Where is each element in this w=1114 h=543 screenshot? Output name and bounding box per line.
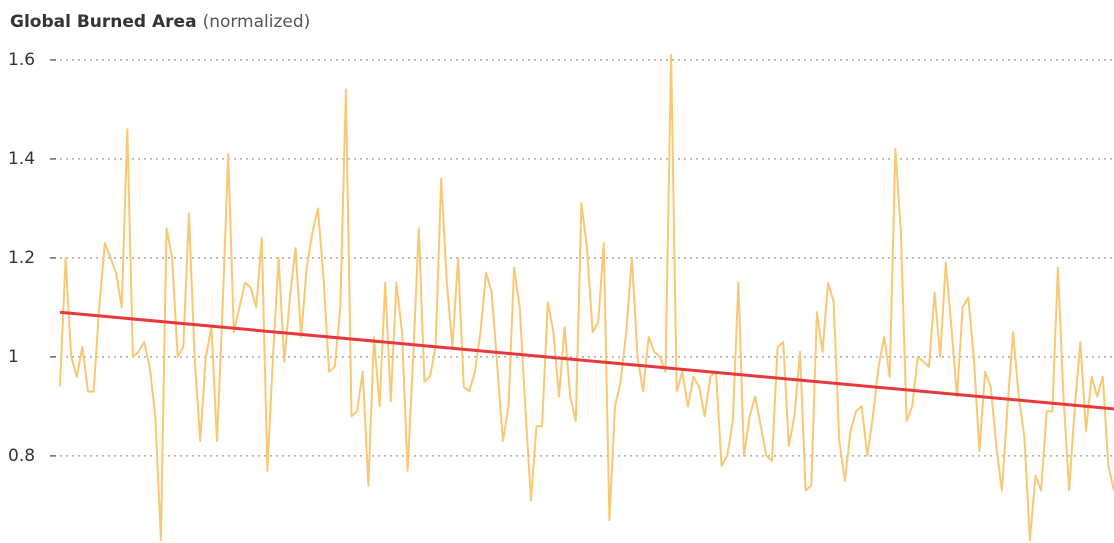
y-tick-label: 1.2 [8,248,35,268]
chart-subtitle: (normalized) [203,12,311,32]
y-tick-label: 1.4 [8,149,35,169]
y-tick-label: 1 [8,347,19,367]
chart-title: Global Burned Area [10,12,197,32]
y-tick-label: 1.6 [8,50,35,70]
y-tick-label: 0.8 [8,446,35,466]
data-line [59,53,1114,541]
trend-line [59,310,1114,411]
